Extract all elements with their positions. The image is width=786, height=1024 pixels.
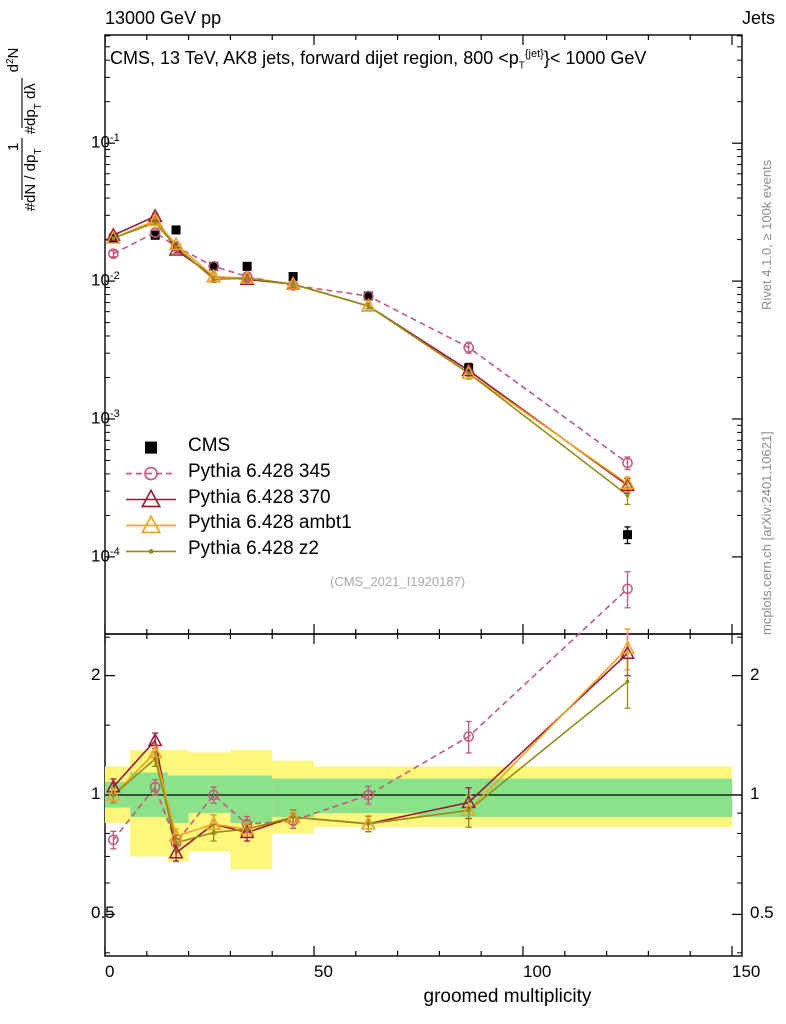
svg-text:dN / dpT: dN / dpT — [22, 149, 44, 203]
svg-text:d2N: d2N — [5, 48, 23, 73]
svg-text:1: 1 — [5, 143, 22, 151]
svg-text:dpT dλ: dpT dλ — [22, 83, 44, 126]
